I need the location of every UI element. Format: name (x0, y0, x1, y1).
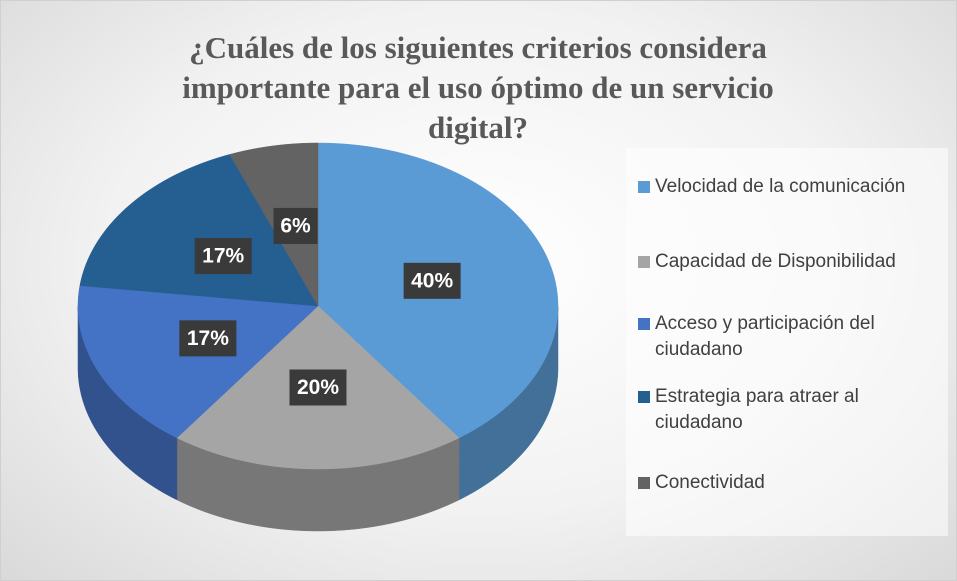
legend-swatch (638, 256, 650, 268)
data-label-box (403, 262, 461, 299)
data-label: 17% (187, 327, 229, 350)
legend-label: Acceso y participación del ciudadano (655, 313, 875, 360)
pie-slice (77, 285, 319, 439)
legend: Velocidad de la comunicación Capacidad de… (626, 148, 948, 536)
legend-label: Conectividad (655, 472, 765, 493)
legend-swatch (638, 318, 650, 330)
data-label-box (273, 207, 318, 244)
data-label: 40% (411, 269, 453, 292)
legend-entry: Estrategia para atraer al ciudadano (638, 384, 938, 436)
legend-label: Estrategia para atraer al ciudadano (655, 386, 859, 433)
legend-label: Capacidad de Disponibilidad (655, 251, 896, 272)
data-label-box (289, 369, 347, 406)
pie-chart: 40% 20% 17% 17% 6% (77, 142, 559, 532)
legend-swatch (638, 477, 650, 489)
data-label-box (179, 320, 237, 357)
legend-entry: Conectividad (638, 470, 938, 496)
legend-entry: Capacidad de Disponibilidad (638, 249, 938, 275)
legend-label: Velocidad de la comunicación (655, 176, 906, 197)
legend-entry: Acceso y participación del ciudadano (638, 311, 938, 363)
legend-swatch (638, 181, 650, 193)
data-label-box (194, 238, 252, 275)
data-label: 20% (297, 376, 339, 399)
legend-entry: Velocidad de la comunicación (638, 174, 938, 200)
legend-swatch (638, 391, 650, 403)
data-label: 17% (202, 245, 244, 268)
pie-slice (79, 154, 319, 307)
chart-title: ¿Cuáles de los siguientes criterios cons… (182, 30, 774, 145)
data-label: 6% (280, 214, 311, 237)
